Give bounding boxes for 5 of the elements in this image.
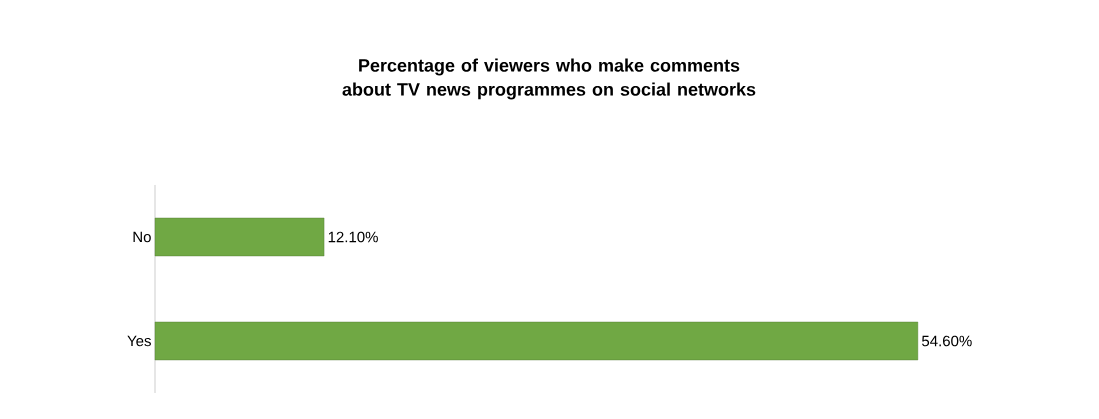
data-label: 54.60% [922,335,972,347]
data-label: 12.10% [328,231,378,243]
y-tick-label: No [133,231,151,243]
y-tick-label: Yes [127,335,151,347]
chart-title: Percentage of viewers who make comments about TV news programmes on social networks [342,58,756,100]
